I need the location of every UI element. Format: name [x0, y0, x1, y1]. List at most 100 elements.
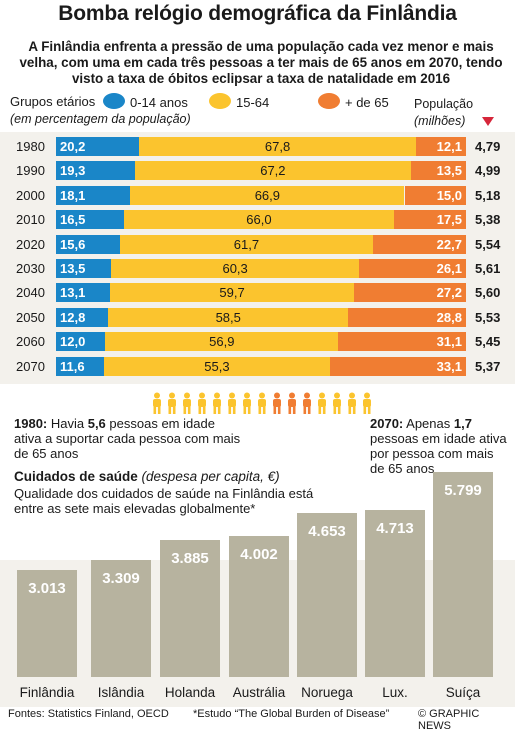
bar-15-64-2050: 58,5 [108, 307, 349, 327]
person-icon [363, 392, 371, 414]
note-1980-rest: pessoas em idade ativa a suportar cada p… [14, 416, 241, 461]
health-category-Islândia: Islândia [97, 685, 145, 700]
person-icon [183, 392, 191, 414]
person-icon [258, 392, 266, 414]
year-label-2020: 2020 [16, 236, 45, 252]
bar-15-64-2020: 61,7 [119, 234, 373, 254]
person-icon [243, 392, 251, 414]
health-category-Austrália: Austrália [232, 685, 286, 700]
year-label-2040: 2040 [16, 285, 45, 301]
page-title: Bomba relógio demográfica da Finlândia [58, 2, 457, 25]
population-value-2050: 5,53 [475, 309, 501, 325]
health-bar-Noruega [297, 512, 357, 677]
health-category-Finlândia: Finlândia [19, 685, 75, 700]
bar-65-plus-2050: 28,8 [348, 307, 466, 327]
bar-65-plus-2040: 27,2 [354, 283, 466, 303]
person-icon [273, 392, 281, 414]
year-label-2050: 2050 [16, 309, 45, 325]
legend-item-15-64: 15-64 [236, 95, 270, 110]
health-quality-note: Qualidade dos cuidados de saúde na Finlâ… [14, 486, 314, 516]
health-bar-Finlândia [17, 570, 77, 677]
note-2070-ratio: 1,7 [453, 416, 472, 431]
note-1980-year: 1980: [14, 416, 48, 431]
health-value-Islândia: 3.309 [102, 570, 140, 588]
year-label-2060: 2060 [16, 334, 45, 350]
population-unit: (milhões) [414, 114, 466, 128]
footer-credit: © GRAPHIC NEWS [418, 708, 480, 732]
person-icon [288, 392, 296, 414]
legend-item-65-plus: + de 65 [345, 95, 389, 110]
health-category-Suíça: Suíça [445, 685, 481, 700]
population-value-2060: 5,45 [475, 334, 501, 350]
health-subtitle: (despesa per capita, €) [141, 469, 280, 484]
bar-15-64-2060: 56,9 [105, 332, 339, 352]
bar-65-plus-2000: 15,0 [404, 185, 466, 205]
health-category-Lux.: Lux. [382, 685, 408, 700]
bar-0-14-2050: 12,8 [56, 307, 109, 327]
note-1980-ratio: 5,6 [87, 416, 106, 431]
population-value-2010: 5,38 [475, 212, 501, 228]
bar-0-14-1990: 19,3 [56, 161, 136, 181]
bar-65-plus-1980: 12,1 [416, 137, 466, 156]
note-2070-rest: pessoas em idade ativa por pessoa com ma… [370, 431, 507, 476]
population-value-2000: 5,18 [475, 187, 501, 203]
health-value-Suíça: 5.799 [444, 482, 482, 499]
person-icon [303, 392, 311, 414]
bar-15-64-2030: 60,3 [111, 259, 359, 278]
bar-65-plus-2020: 22,7 [372, 234, 466, 254]
legend-item-0-14: 0-14 anos [130, 95, 188, 110]
population-value-1990: 4,99 [475, 163, 501, 179]
bar-15-64-2040: 59,7 [109, 283, 355, 303]
bar-0-14-2070: 11,6 [56, 356, 104, 376]
bar-65-plus-2030: 26,1 [358, 259, 466, 278]
person-icon [168, 392, 176, 414]
bar-0-14-2010: 16,5 [56, 210, 124, 230]
bar-65-plus-2010: 17,5 [394, 210, 466, 230]
bar-15-64-1980: 67,8 [138, 137, 417, 156]
legend-sublabel: (em percentagem da população) [10, 112, 191, 126]
bar-65-plus-2070: 33,1 [330, 356, 466, 376]
year-label-2010: 2010 [16, 212, 45, 228]
person-icon [198, 392, 206, 414]
bar-15-64-2010: 66,0 [123, 210, 395, 230]
bar-0-14-2020: 15,6 [56, 234, 120, 254]
note-1980-text: Havia [47, 416, 88, 431]
population-label: População [414, 97, 474, 111]
legend-label: Grupos etários [10, 94, 96, 109]
health-value-Holanda: 3.885 [171, 549, 209, 567]
person-icon [348, 392, 356, 414]
bar-15-64-2000: 66,9 [130, 185, 405, 205]
person-icon [318, 392, 326, 414]
bar-0-14-2040: 13,1 [56, 283, 110, 303]
health-bar-Holanda [160, 539, 220, 677]
legend-swatch-65-plus [318, 93, 340, 109]
health-bar-Suíça [433, 472, 493, 677]
person-icon [228, 392, 236, 414]
health-value-Austrália: 4.002 [240, 545, 278, 563]
year-label-2000: 2000 [16, 187, 45, 203]
year-label-1990: 1990 [16, 163, 45, 179]
population-value-2040: 5,60 [475, 285, 501, 301]
health-value-Lux.: 4.713 [376, 520, 414, 538]
page-subtitle: A Finlândia enfrenta a pressão de uma po… [19, 39, 503, 86]
footer-source: Fontes: Statistics Finland, OECD [8, 708, 169, 720]
health-value-Noruega: 4.653 [308, 522, 346, 540]
legend-swatch-15-64 [209, 93, 231, 109]
health-value-Finlândia: 3.013 [28, 580, 66, 598]
health-bar-Lux. [365, 510, 425, 677]
person-icon [333, 392, 341, 414]
year-label-2070: 2070 [16, 358, 45, 374]
population-value-2030: 5,61 [475, 261, 501, 276]
note-2070-year: 2070: [370, 416, 404, 431]
bar-15-64-2070: 55,3 [103, 356, 331, 376]
bar-0-14-2030: 13,5 [56, 259, 112, 278]
health-category-Noruega: Noruega [301, 685, 353, 700]
health-bar-Islândia [91, 560, 151, 677]
health-category-Holanda: Holanda [164, 685, 216, 700]
bar-0-14-2000: 18,1 [56, 185, 131, 205]
population-header: População (milhões) [414, 96, 473, 130]
person-icon [213, 392, 221, 414]
year-label-2030: 2030 [16, 261, 45, 276]
footer-study: *Estudo “The Global Burden of Disease” [193, 708, 390, 720]
